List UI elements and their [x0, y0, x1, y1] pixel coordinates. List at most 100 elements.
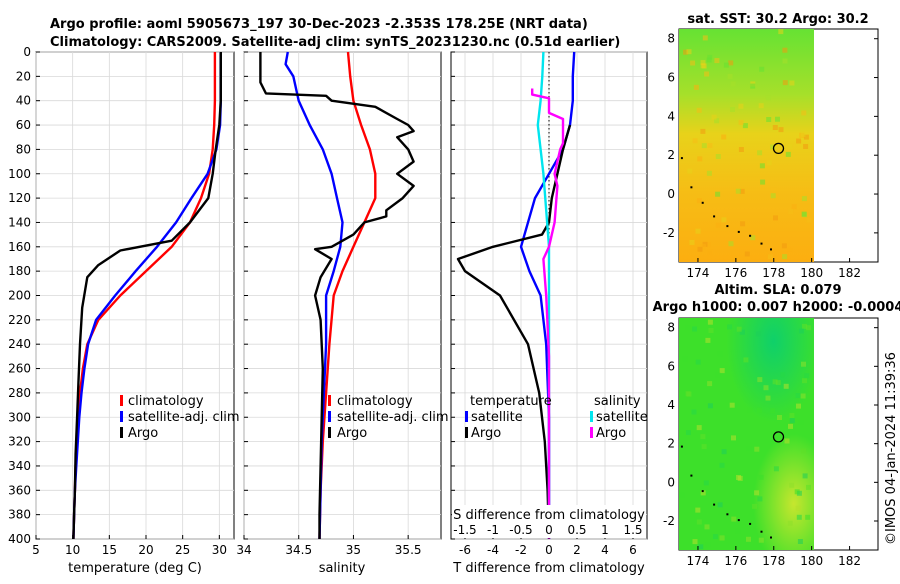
- map-pixel: [796, 138, 802, 144]
- map-y-tick-label: 2: [667, 148, 675, 162]
- coast-dot: [690, 186, 693, 189]
- map-x-tick-label: 174: [686, 554, 709, 568]
- map-x-tick-label: 182: [838, 266, 861, 280]
- map-pixel: [750, 83, 756, 89]
- sal-legend-climatology: climatology: [337, 394, 413, 409]
- map-pixel: [685, 325, 691, 330]
- map-pixel: [693, 84, 699, 90]
- map-pixel: [798, 328, 804, 334]
- s-tick-label: -1: [487, 523, 499, 537]
- map-pixel: [731, 435, 736, 441]
- map-pixel: [685, 430, 691, 436]
- map-pixel: [721, 134, 727, 140]
- map-pixel: [754, 446, 760, 452]
- map-pixel: [770, 193, 776, 199]
- y-tick-label: 160: [8, 240, 31, 254]
- salinity-xlabel: salinity: [319, 561, 366, 576]
- y-tick-label: 60: [16, 118, 31, 132]
- map-pixel: [801, 448, 807, 454]
- x-tick-label: 30: [212, 543, 227, 557]
- sal-legend-satellite-swatch: [328, 411, 331, 422]
- map-pixel: [704, 524, 710, 530]
- coast-dot: [680, 157, 683, 160]
- series-satellite-adj-clim: [284, 51, 344, 540]
- map-y-tick-label: -2: [663, 514, 675, 528]
- map-pixel: [787, 247, 793, 253]
- map-pixel: [707, 249, 713, 255]
- map-pixel: [800, 131, 806, 137]
- map-pixel: [755, 331, 761, 337]
- x-tick-label: 25: [175, 543, 190, 557]
- map-pixel: [758, 537, 764, 543]
- map-pixel: [782, 80, 788, 86]
- map-pixel: [778, 29, 784, 35]
- legend-satellite-swatch: [120, 411, 123, 422]
- map-pixel: [795, 505, 801, 511]
- map-pixel: [806, 325, 812, 331]
- map-pixel: [738, 147, 744, 152]
- map-pixel: [707, 403, 713, 409]
- x-tick-label: 6: [629, 543, 637, 557]
- coast-dot: [770, 248, 772, 251]
- legend-climatology-swatch: [120, 395, 123, 406]
- map-pixel: [757, 496, 763, 502]
- coast-dot: [737, 230, 740, 233]
- map-pixel: [728, 60, 734, 66]
- y-tick-label: 260: [8, 362, 31, 376]
- y-tick-label: 20: [16, 69, 31, 83]
- sst-argo-marker: [772, 142, 785, 155]
- map-pixel: [804, 373, 810, 379]
- map-pixel: [715, 372, 721, 378]
- x-tick-label: -6: [459, 543, 471, 557]
- map-pixel: [692, 138, 698, 144]
- map-pixel: [806, 217, 812, 223]
- map-pixel: [767, 254, 773, 260]
- series-argo: [72, 52, 222, 540]
- sla-map-panel: Altim. SLA: 0.079 Argo h1000: 0.007 h200…: [653, 283, 900, 568]
- map-pixel: [727, 324, 733, 330]
- map-x-tick-label: 180: [800, 554, 823, 568]
- map-pixel: [757, 407, 762, 413]
- sla-ticks: 174 176 178 180 182 -2 0 2 4 6 8: [663, 321, 878, 568]
- sst-map-title: sat. SST: 30.2 Argo: 30.2: [687, 12, 868, 27]
- map-pixel: [766, 160, 772, 166]
- map-pixel: [789, 482, 795, 488]
- map-pixel: [763, 385, 769, 391]
- y-tick-label: 180: [8, 264, 31, 278]
- legend-temperature-title: temperature: [470, 394, 552, 409]
- map-pixel: [802, 323, 807, 329]
- map-pixel: [758, 474, 764, 480]
- map-pixel: [796, 403, 801, 409]
- map-pixel: [750, 235, 756, 241]
- map-y-tick-label: 6: [667, 71, 675, 85]
- y-tick-label: 380: [8, 508, 31, 522]
- map-pixel: [789, 80, 795, 86]
- sal-legend-climatology-swatch: [328, 395, 331, 406]
- map-pixel: [740, 221, 746, 227]
- map-pixel: [795, 393, 801, 399]
- map-pixel: [712, 534, 718, 540]
- diff-legend-s-sat-swatch: [590, 411, 593, 422]
- temperature-xlabel: temperature (deg C): [68, 561, 202, 576]
- x-tick-label: 2: [573, 543, 581, 557]
- map-pixel: [730, 107, 735, 112]
- map-pixel: [801, 110, 807, 116]
- sla-map-title: Altim. SLA: 0.079: [715, 283, 842, 298]
- diff-legend-t-argo-swatch: [465, 427, 468, 438]
- map-pixel: [785, 151, 791, 157]
- y-tick-label: 240: [8, 337, 31, 351]
- map-y-tick-label: 4: [667, 109, 675, 123]
- temperature-panel: 0 20 40 60 80 100 120 140 160 180 200 220 240 260 280 3…: [8, 45, 240, 576]
- map-pixel: [707, 143, 713, 148]
- map-pixel: [708, 328, 714, 333]
- coast-dot: [726, 225, 729, 228]
- s-tick-label: -0.5: [509, 523, 532, 537]
- map-pixel: [703, 480, 709, 486]
- map-pixel: [719, 535, 725, 541]
- y-tick-label: 300: [8, 410, 31, 424]
- map-pixel: [717, 502, 723, 508]
- map-pixel: [697, 246, 703, 252]
- coast-dot: [701, 201, 704, 204]
- map-pixel: [719, 368, 725, 374]
